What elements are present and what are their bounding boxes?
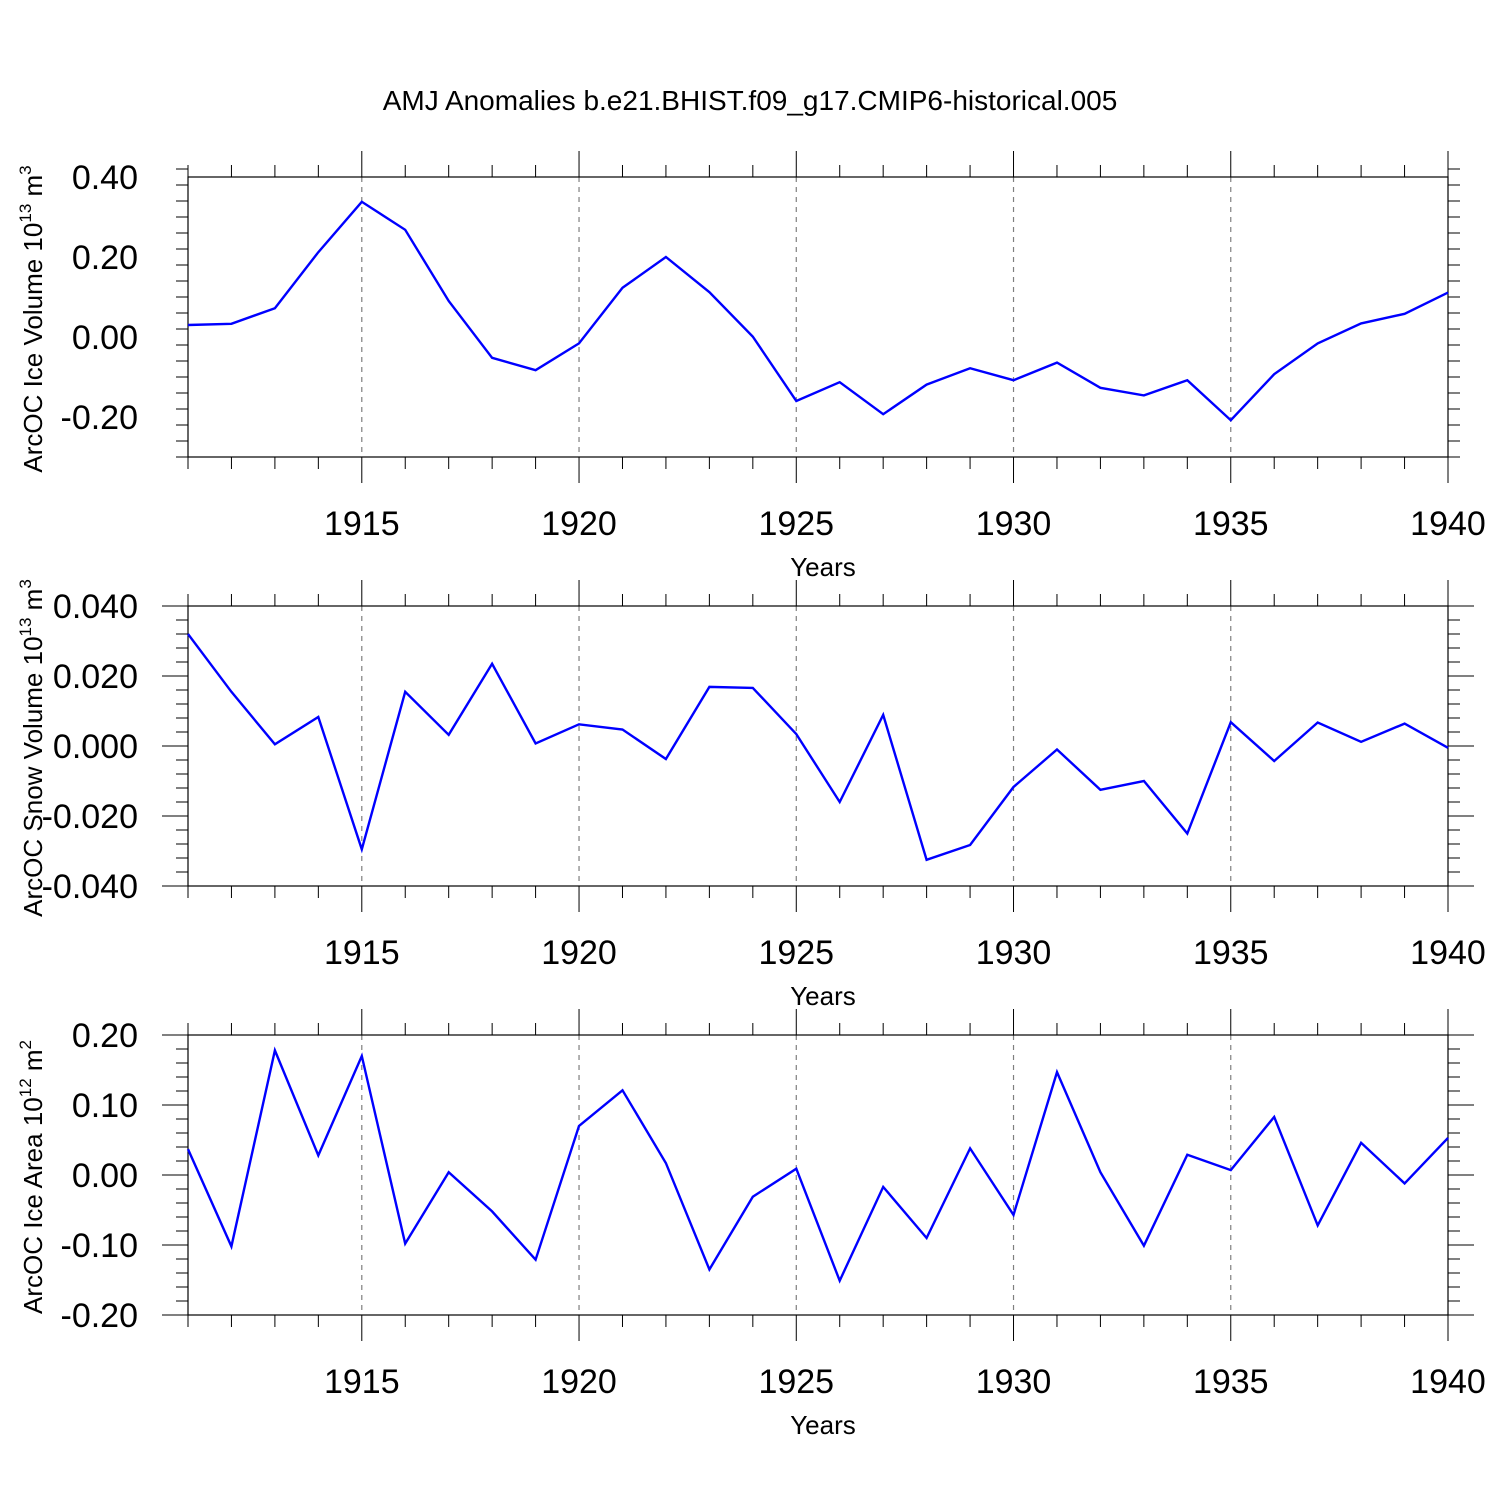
y-tick-label: 0.000 (53, 728, 138, 766)
x-axis-label: Years (790, 552, 856, 582)
y-tick-label: 0.00 (72, 319, 138, 357)
x-tick-label: 1925 (758, 934, 834, 972)
y-tick-label: -0.20 (61, 1297, 139, 1335)
y-tick-label: -0.020 (42, 798, 138, 836)
x-tick-label: 1935 (1193, 934, 1269, 972)
x-tick-label: 1930 (976, 934, 1052, 972)
plot-frame (187, 605, 1449, 887)
series-line (187, 633, 1449, 862)
panel-1: -0.20 0.00 0.20 0.40 1915 1920 1925 1930 1935 194… (16, 151, 1486, 582)
y-axis-label: ArcOC Ice Volume 1013 m3 (16, 165, 48, 472)
panel-2: -0.040 -0.020 0.000 0.020 0.040 1915 1920 1925 1… (16, 579, 1486, 1011)
y-tick-label: 0.00 (72, 1157, 138, 1195)
x-axis-label: Years (790, 981, 856, 1011)
panel-3: -0.20 -0.10 0.00 0.10 0.20 1915 1920 1925 1930 19… (16, 1009, 1486, 1440)
y-tick-label: -0.20 (61, 399, 139, 437)
x-tick-label: 1925 (758, 505, 834, 543)
y-tick-label: 0.020 (53, 658, 138, 696)
y-axis-label: ArcOC Ice Area 1012 m2 (16, 1040, 48, 1314)
x-tick-label: 1925 (758, 1363, 834, 1401)
x-tick-label: 1920 (541, 505, 617, 543)
x-tick-label: 1935 (1193, 1363, 1269, 1401)
x-tick-label: 1940 (1410, 1363, 1486, 1401)
x-tick-label: 1930 (976, 1363, 1052, 1401)
series-line (186, 1046, 1449, 1284)
panels: -0.20 0.00 0.20 0.40 1915 1920 1925 1930 1935 194… (16, 151, 1486, 1440)
y-tick-label: 0.20 (72, 239, 138, 277)
x-tick-label: 1915 (324, 934, 400, 972)
series-line (187, 200, 1449, 422)
y-tick-label: 0.10 (72, 1087, 138, 1125)
y-tick-label: 0.40 (72, 159, 138, 197)
y-tick-label: -0.040 (42, 868, 138, 906)
x-tick-label: 1940 (1410, 934, 1486, 972)
y-tick-label: -0.10 (61, 1227, 139, 1265)
x-tick-label: 1930 (976, 505, 1052, 543)
x-tick-label: 1920 (541, 1363, 617, 1401)
chart-title: AMJ Anomalies b.e21.BHIST.f09_g17.CMIP6-… (383, 85, 1118, 116)
y-tick-label: 0.040 (53, 588, 138, 626)
y-axis-label: ArcOC Snow Volume 1013 m3 (16, 579, 48, 917)
x-axis-label: Years (790, 1410, 856, 1440)
y-tick-label: 0.20 (72, 1017, 138, 1055)
plot-frame (187, 176, 1449, 458)
x-tick-label: 1920 (541, 934, 617, 972)
x-tick-label: 1915 (324, 505, 400, 543)
x-tick-label: 1940 (1410, 505, 1486, 543)
x-tick-label: 1935 (1193, 505, 1269, 543)
x-tick-label: 1915 (324, 1363, 400, 1401)
plot-frame (187, 1034, 1449, 1316)
